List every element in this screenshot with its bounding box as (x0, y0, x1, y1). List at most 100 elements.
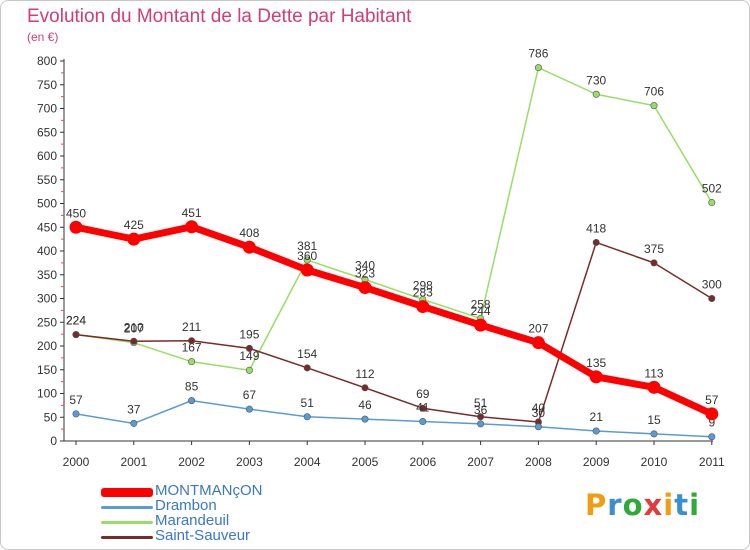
data-point (188, 358, 196, 366)
data-label: 300 (702, 278, 722, 292)
data-point (245, 344, 253, 352)
y-tick-label: 0 (50, 434, 57, 448)
data-label: 37 (127, 402, 141, 416)
data-point (477, 413, 485, 421)
data-label: 258 (471, 297, 491, 311)
data-point (185, 220, 199, 234)
data-point (127, 232, 141, 246)
data-point (361, 384, 369, 392)
x-tick-label: 2010 (641, 455, 668, 469)
y-tick-label: 200 (37, 339, 57, 353)
data-label: 57 (69, 393, 83, 407)
chart-subtitle: (en €) (27, 30, 59, 44)
y-tick-label: 150 (37, 363, 57, 377)
data-label: 244 (471, 304, 491, 318)
legend-swatch (101, 488, 153, 497)
data-point (650, 259, 658, 267)
data-point (72, 331, 80, 339)
data-point (303, 413, 311, 421)
data-label: 340 (355, 259, 375, 273)
data-label: 51 (474, 396, 488, 410)
legend-label: Saint-Sauveur (155, 527, 251, 544)
data-label: 112 (355, 367, 374, 381)
data-label: 360 (297, 249, 317, 263)
data-label: 224 (66, 314, 86, 328)
data-point (245, 366, 253, 374)
data-point (416, 300, 430, 314)
data-label: 323 (355, 267, 375, 281)
data-label: 135 (586, 356, 606, 370)
series-line-2 (75, 66, 713, 371)
data-label: 46 (358, 398, 372, 412)
data-point (130, 419, 138, 427)
y-tick-label: 400 (37, 244, 57, 258)
x-tick-label: 2004 (294, 455, 321, 469)
y-tick-label: 50 (44, 410, 58, 424)
y-tick-label: 650 (37, 125, 57, 139)
legend-label: Drambon (155, 497, 217, 514)
data-label: 30 (532, 406, 546, 420)
data-point (69, 220, 83, 234)
legend-item: MONTMANçON (101, 482, 401, 500)
x-tick-label: 2005 (352, 455, 379, 469)
data-point (708, 199, 716, 207)
data-point (358, 281, 372, 295)
legend-label: MONTMANçON (155, 482, 263, 499)
x-tick-label: 2003 (236, 455, 263, 469)
data-label: 375 (644, 242, 664, 256)
data-label: 224 (66, 314, 86, 328)
data-label: 210 (124, 320, 144, 334)
data-point (242, 240, 256, 254)
legend-swatch (101, 521, 153, 524)
y-tick-label: 800 (37, 54, 57, 68)
data-point (650, 102, 658, 110)
data-label: 425 (124, 218, 144, 232)
data-point (708, 294, 716, 302)
y-tick-label: 550 (37, 173, 57, 187)
data-label: 298 (413, 278, 433, 292)
y-tick-label: 100 (37, 387, 57, 401)
y-tick-label: 750 (37, 78, 57, 92)
data-point (708, 433, 716, 441)
data-label: 283 (413, 286, 433, 300)
data-label: 706 (644, 85, 664, 99)
data-label: 113 (644, 366, 663, 380)
x-tick-label: 2009 (583, 455, 610, 469)
data-label: 381 (297, 239, 317, 253)
data-point (592, 238, 600, 246)
data-label: 207 (528, 322, 548, 336)
legend-swatch (101, 536, 153, 539)
data-point (245, 405, 253, 413)
data-point (592, 90, 600, 98)
data-point (477, 420, 485, 428)
data-label: 36 (474, 403, 488, 417)
data-label: 451 (182, 206, 202, 220)
x-tick-label: 2000 (63, 455, 90, 469)
legend-item: Marandeuil (101, 512, 401, 530)
data-point (419, 404, 427, 412)
data-point (589, 370, 603, 384)
data-point (300, 263, 314, 277)
y-tick-label: 700 (37, 102, 57, 116)
data-label: 9 (708, 416, 715, 430)
data-point (474, 318, 488, 332)
data-label: 154 (297, 347, 317, 361)
series-line-1 (75, 399, 713, 438)
data-label: 786 (528, 47, 548, 61)
data-point (72, 410, 80, 418)
data-label: 51 (301, 396, 315, 410)
data-label: 69 (416, 387, 430, 401)
data-point (531, 336, 545, 350)
proxiti-logo: Proxiti (585, 488, 701, 522)
data-point (303, 364, 311, 372)
series-line-3 (75, 241, 713, 423)
data-label: 149 (239, 349, 259, 363)
x-tick-label: 2002 (178, 455, 205, 469)
y-tick-label: 500 (37, 197, 57, 211)
data-point (534, 64, 542, 72)
y-tick-label: 350 (37, 268, 57, 282)
y-tick-label: 600 (37, 149, 57, 163)
data-label: 21 (590, 410, 604, 424)
chart-title: Evolution du Montant de la Dette par Hab… (27, 6, 412, 27)
